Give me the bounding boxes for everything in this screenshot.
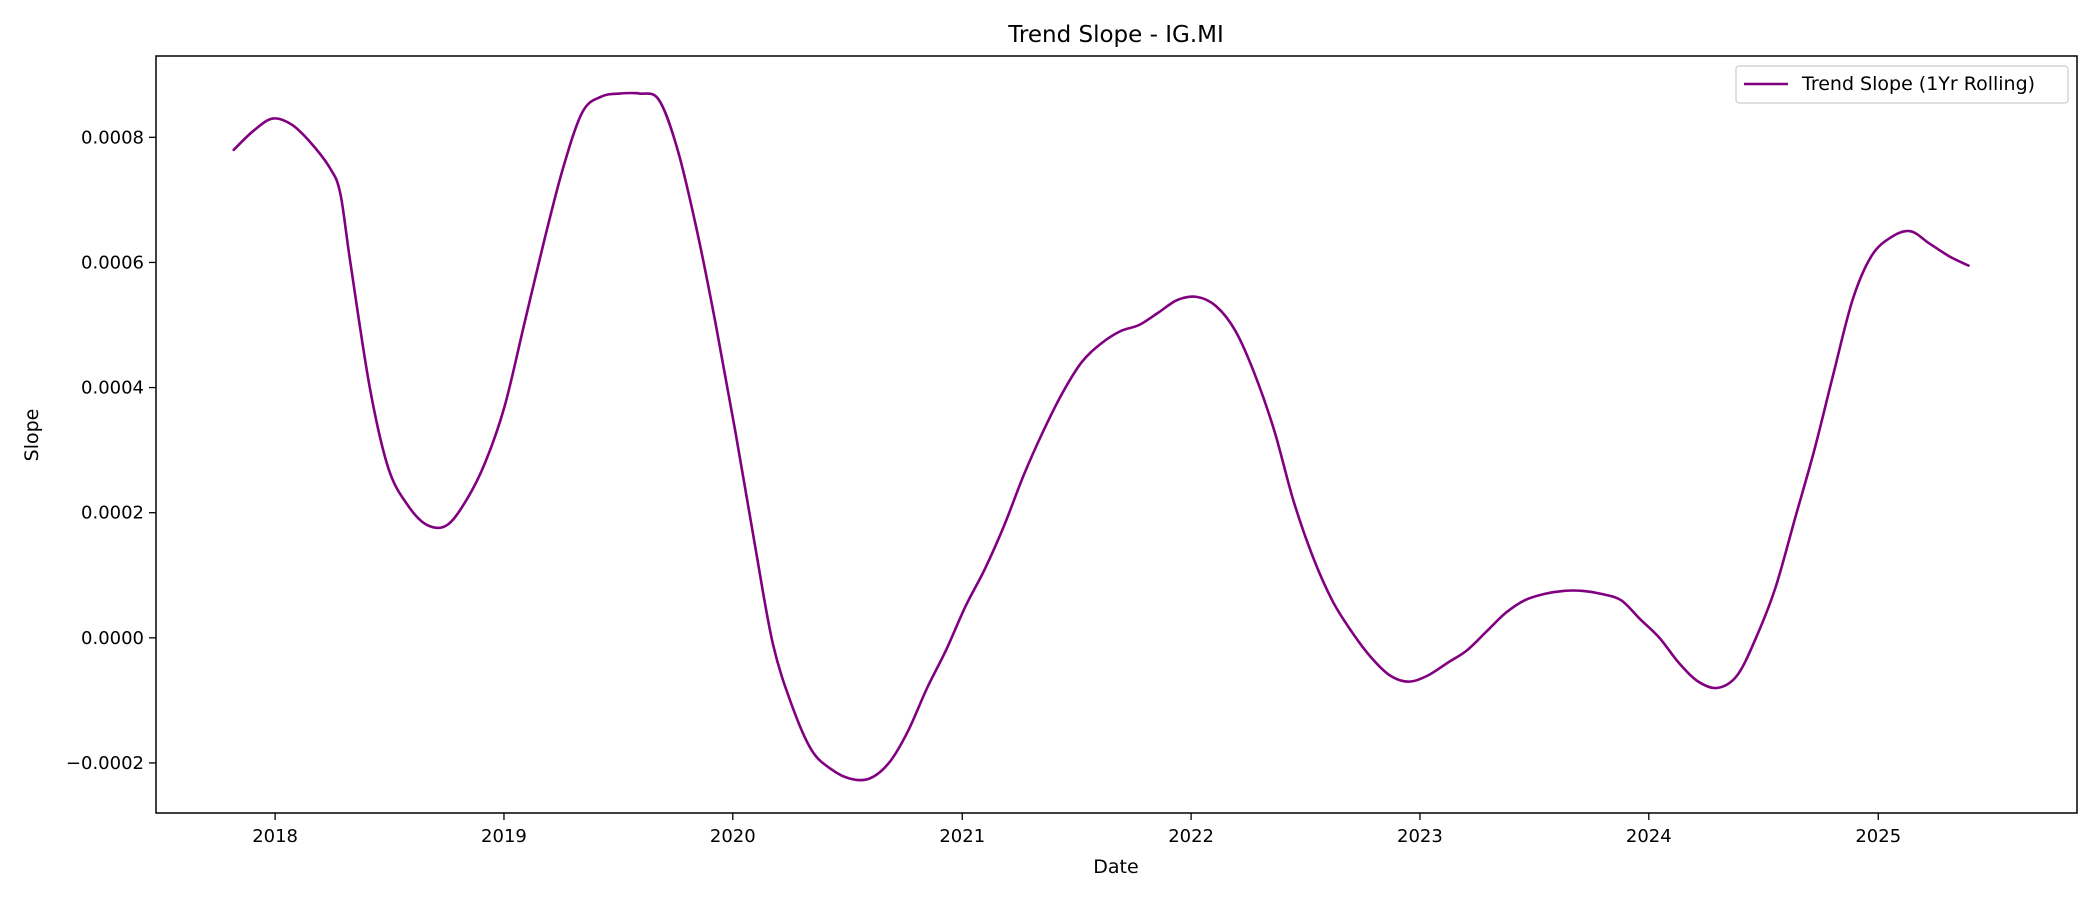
y-tick-label: 0.0004	[81, 378, 144, 399]
y-tick-label: 0.0000	[81, 628, 144, 649]
x-axis-ticks: 2018 2019 2020 2021 2022 2023 2024 2025	[252, 813, 1901, 847]
legend: Trend Slope (1Yr Rolling)	[1735, 65, 2069, 104]
x-tick-label: 2022	[1168, 826, 1214, 847]
chart-title: Trend Slope - IG.MI	[1007, 22, 1224, 48]
x-tick-label: 2020	[710, 826, 756, 847]
plot-content	[232, 91, 1970, 782]
x-axis-title: Date	[1093, 856, 1138, 878]
x-tick-label: 2018	[252, 826, 298, 847]
x-tick-label: 2025	[1855, 826, 1901, 847]
legend-box	[1735, 65, 2069, 104]
legend-label: Trend Slope (1Yr Rolling)	[1801, 73, 2035, 95]
x-tick-label: 2021	[939, 826, 985, 847]
y-axis-ticks: −0.0002 0.0000 0.0002 0.0004 0.0006 0.0008	[66, 127, 156, 774]
y-axis-title: Slope	[21, 409, 43, 462]
y-tick-label: 0.0002	[81, 503, 144, 524]
series-line-trend-slope	[232, 91, 1970, 782]
y-tick-label: 0.0008	[81, 127, 144, 148]
x-tick-label: 2024	[1626, 826, 1672, 847]
x-tick-label: 2019	[481, 826, 527, 847]
x-tick-label: 2023	[1397, 826, 1443, 847]
y-tick-label: −0.0002	[66, 753, 144, 774]
plot-frame	[155, 55, 2078, 814]
y-tick-label: 0.0006	[81, 252, 144, 273]
